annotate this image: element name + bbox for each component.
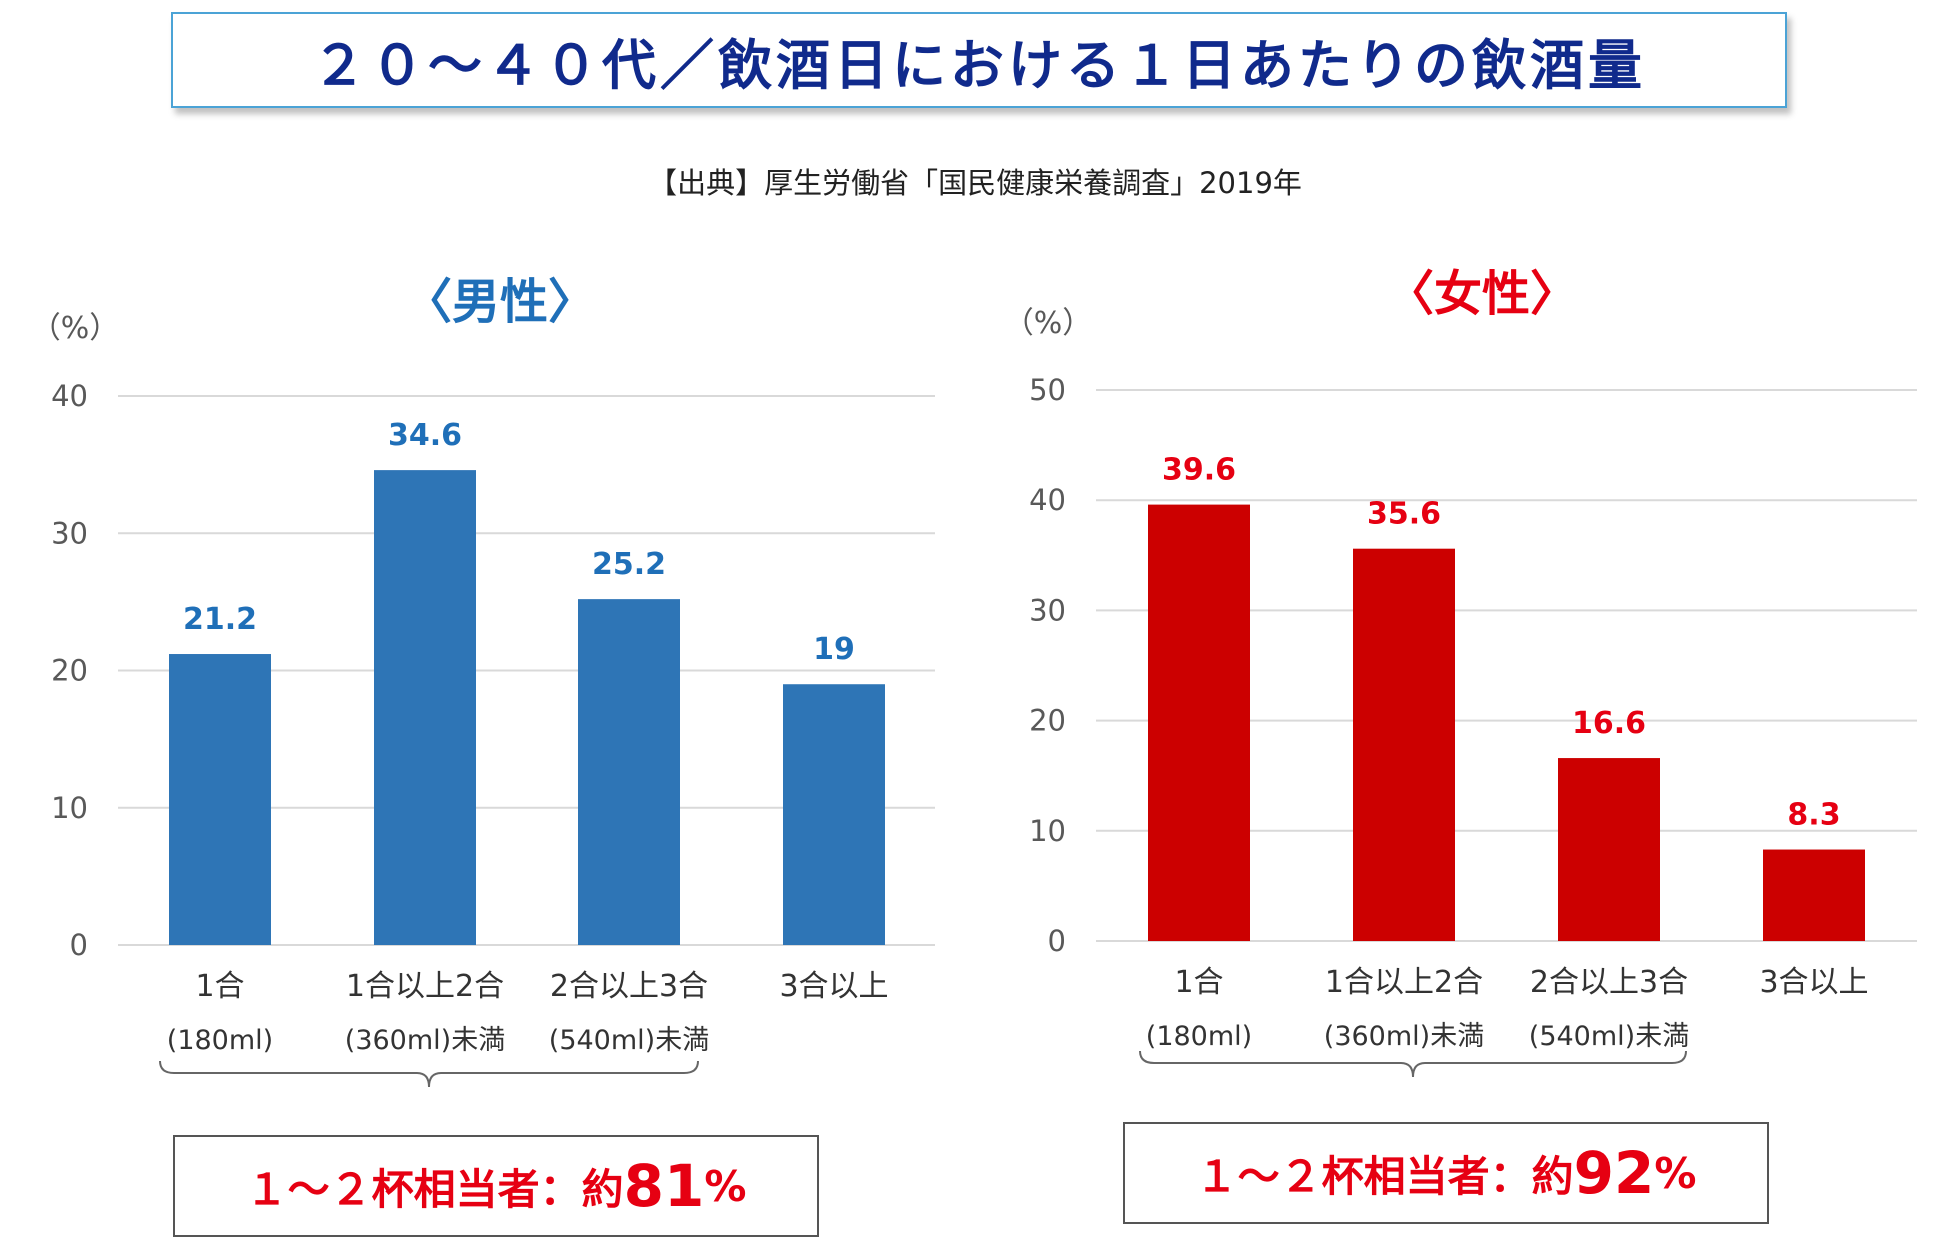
y-tick-label-male: 20 [51, 654, 88, 688]
bar-male [169, 654, 271, 945]
summary-prefix-female: １～２杯相当者：約 [1195, 1151, 1574, 1201]
category-label-female: 2合以上3合 [1530, 965, 1688, 1000]
category-label-male: (360ml)未満 [345, 1025, 505, 1056]
chart-title-male: 〈男性〉 [404, 274, 596, 330]
category-label-female: 1合以上2合 [1325, 965, 1483, 1000]
category-label-female: (180ml) [1146, 1021, 1252, 1052]
y-tick-label-female: 30 [1029, 593, 1066, 627]
y-tick-label-male: 30 [51, 516, 88, 550]
value-label-female: 16.6 [1572, 706, 1646, 741]
y-tick-label-female: 10 [1029, 814, 1066, 848]
summary-number-female: 92 [1573, 1139, 1655, 1207]
bar-male [374, 470, 476, 945]
y-axis-unit-male: （%） [31, 311, 120, 346]
value-label-female: 8.3 [1787, 798, 1840, 833]
chart-title-female: 〈女性〉 [1386, 266, 1578, 322]
y-tick-label-male: 0 [70, 928, 88, 962]
category-label-female: 1合 [1174, 965, 1223, 1000]
y-tick-label-female: 20 [1029, 704, 1066, 738]
bar-female [1148, 504, 1250, 941]
summary-prefix-male: １～２杯相当者：約 [245, 1164, 624, 1214]
title-box: ２０～４０代／飲酒日における１日あたりの飲酒量 [171, 12, 1787, 108]
value-label-male: 25.2 [592, 547, 666, 582]
category-label-female: 3合以上 [1759, 965, 1868, 1000]
y-tick-label-female: 50 [1029, 373, 1066, 407]
value-label-male: 19 [813, 632, 855, 667]
value-label-male: 21.2 [183, 602, 257, 637]
y-tick-label-male: 40 [51, 379, 88, 413]
category-label-male: 2合以上3合 [550, 969, 708, 1004]
brace-female [1139, 1050, 1687, 1078]
bar-female [1558, 758, 1660, 941]
bar-male [578, 599, 680, 945]
value-label-male: 34.6 [388, 418, 462, 453]
summary-box-female: １～２杯相当者：約 92% [1123, 1122, 1769, 1224]
y-axis-unit-female: （%） [1004, 306, 1093, 341]
source-citation: 【出典】厚生労働省「国民健康栄養調査」2019年 [648, 166, 1302, 200]
category-label-female: (540ml)未満 [1529, 1021, 1689, 1052]
category-label-male: 1合以上2合 [346, 969, 504, 1004]
summary-unit-female: % [1654, 1148, 1697, 1198]
y-tick-label-female: 0 [1048, 924, 1066, 958]
category-label-male: 1合 [195, 969, 244, 1004]
category-label-female: (360ml)未満 [1324, 1021, 1484, 1052]
category-label-male: 3合以上 [779, 969, 888, 1004]
summary-unit-male: % [704, 1161, 747, 1211]
value-label-female: 35.6 [1367, 497, 1441, 532]
value-label-female: 39.6 [1162, 453, 1236, 488]
y-tick-label-male: 10 [51, 791, 88, 825]
category-label-male: (540ml)未満 [549, 1025, 709, 1056]
y-tick-label-female: 40 [1029, 483, 1066, 517]
summary-number-male: 81 [623, 1152, 705, 1220]
category-label-male: (180ml) [167, 1025, 273, 1056]
bar-female [1763, 849, 1865, 941]
summary-box-male: １～２杯相当者：約 81% [173, 1135, 819, 1237]
brace-male [159, 1060, 699, 1088]
bar-male [783, 684, 885, 945]
page-title: ２０～４０代／飲酒日における１日あたりの飲酒量 [312, 33, 1646, 97]
bar-female [1353, 548, 1455, 941]
